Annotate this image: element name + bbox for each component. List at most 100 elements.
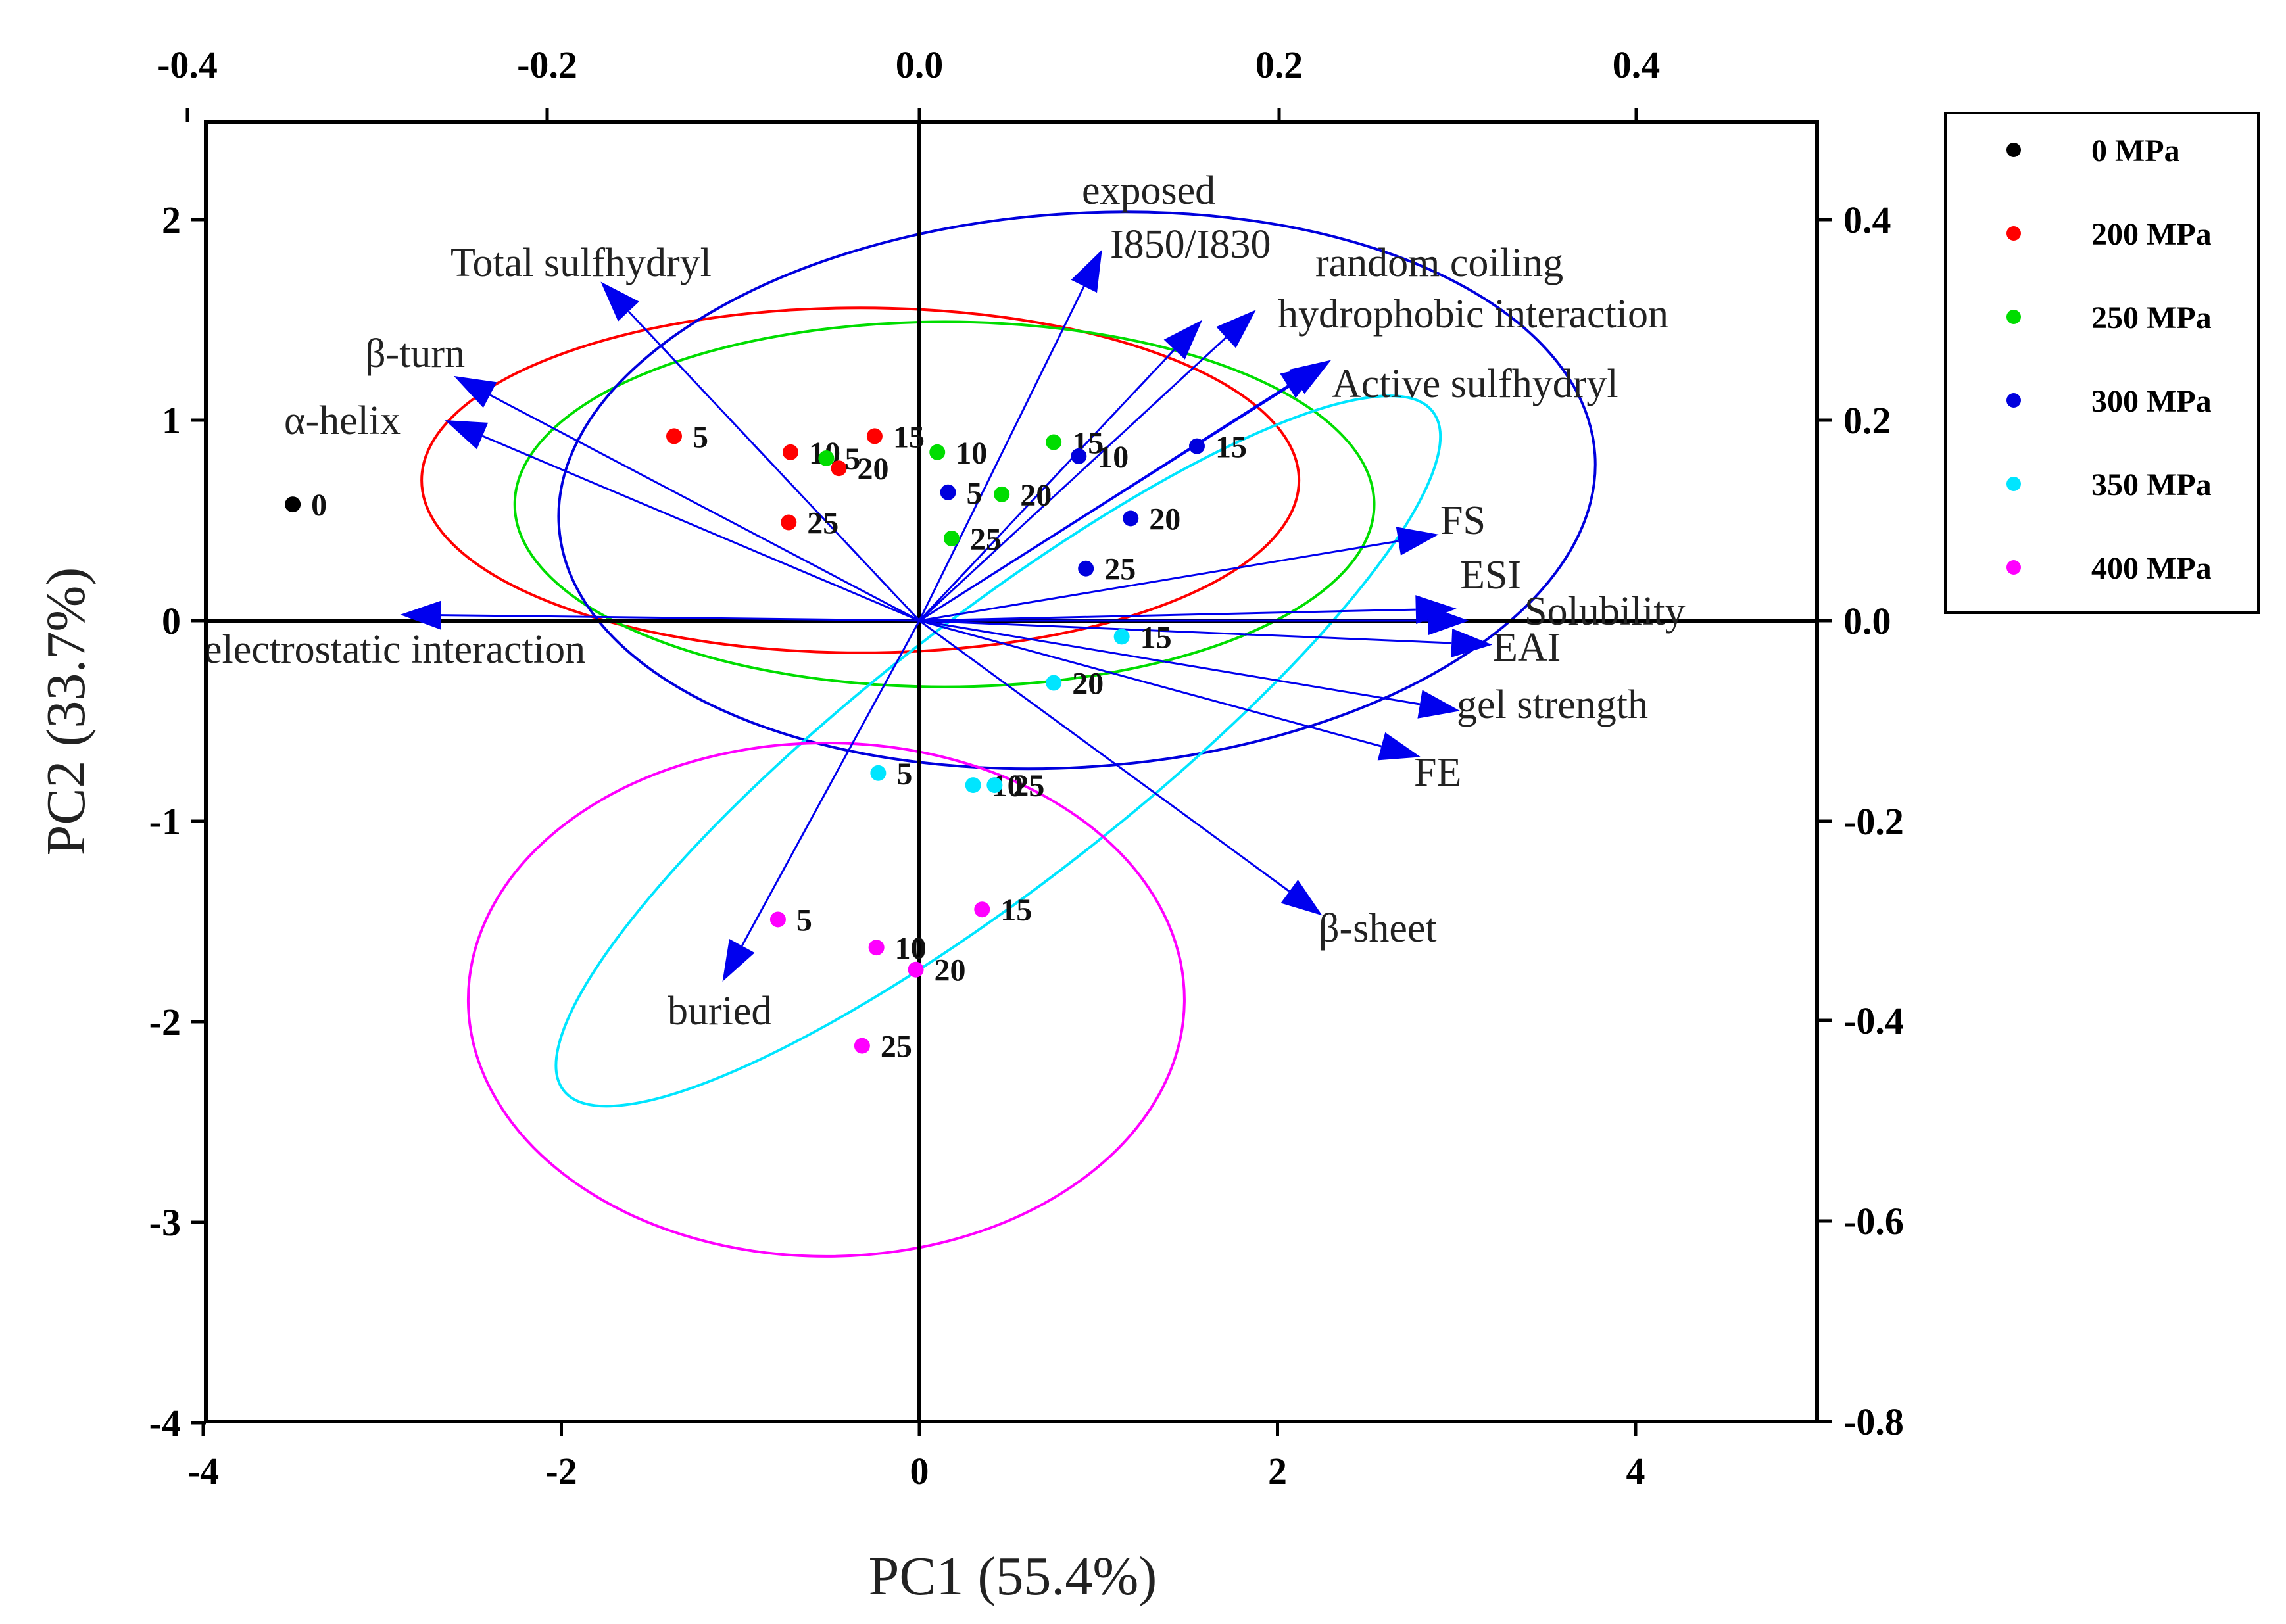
loading-arrowhead [400, 600, 441, 630]
point-label: 5 [844, 442, 860, 477]
point-label: 15 [1140, 620, 1172, 655]
loading-line [919, 619, 1421, 705]
legend-label: 250 MPa [2091, 300, 2212, 335]
loading-line [919, 381, 1298, 622]
y-tick-label: 2 [162, 199, 181, 241]
loading-label: exposed [1082, 168, 1215, 213]
y-tick-label: -4 [149, 1402, 181, 1445]
loading-line [919, 619, 1452, 644]
point [1078, 560, 1094, 577]
point-label: 10 [1097, 440, 1129, 475]
loading-label: electrostatic interaction [204, 627, 585, 672]
loading-label: FS [1440, 498, 1486, 543]
point-label: 0 [311, 488, 327, 523]
legend-entry: 400 MPa [2006, 551, 2212, 586]
point [1188, 438, 1205, 454]
point-label: 20 [857, 452, 888, 487]
ellipse-350-mpa [554, 394, 1442, 1108]
y-axis-title: PC2 (33.7%) [36, 567, 97, 856]
loading-random-coiling: random coiling [918, 241, 1563, 622]
loading-line [482, 435, 920, 622]
point [944, 530, 960, 546]
ellipse-400-mpa [466, 742, 1186, 1258]
point-label: 20 [1149, 502, 1180, 537]
loading-line [627, 310, 921, 622]
legend-label: 300 MPa [2091, 384, 2212, 419]
top-tick-label: 0.0 [896, 43, 944, 86]
top-tick-label: 0.2 [1255, 43, 1303, 86]
loading-label: β-sheet [1319, 906, 1437, 951]
point [1046, 434, 1062, 450]
loading-label: α-helix [284, 398, 401, 443]
top-tick-label: -0.2 [517, 43, 577, 86]
point-label: 15 [1215, 430, 1247, 465]
y-tick-label: -1 [149, 800, 181, 843]
point [870, 765, 887, 781]
loading-line [919, 608, 1416, 622]
point [818, 450, 835, 466]
point-label: 10 [956, 436, 987, 471]
loading-label: β-turn [365, 331, 465, 376]
x-tick-label: 4 [1626, 1450, 1645, 1493]
point [965, 777, 981, 794]
point-label: 5 [693, 419, 708, 454]
point-label: 25 [807, 506, 839, 541]
loading-line [918, 348, 1175, 622]
x-tick-label: -4 [187, 1450, 219, 1493]
plot-frame [204, 120, 1819, 1423]
y-tick-label: 0 [162, 600, 181, 642]
legend-label: 0 MPa [2091, 133, 2180, 168]
loading-arrowhead [1163, 320, 1203, 360]
point-label: 20 [1020, 478, 1052, 513]
right-tick-label: -0.8 [1843, 1400, 1904, 1443]
loading-arrowhead [1451, 629, 1493, 657]
point-label: 20 [1072, 667, 1104, 702]
loading-line [919, 540, 1399, 622]
legend: 0 MPa 200 MPa 250 MPa 300 MPa 350 MPa 400 MPa [1944, 112, 2260, 614]
legend-label: 200 MPa [2091, 217, 2212, 252]
legend-entry: 300 MPa [2006, 384, 2212, 419]
loading-label: gel strength [1457, 682, 1648, 727]
loading-line [918, 285, 1085, 621]
point [781, 514, 797, 531]
loading-label: buried [668, 989, 771, 1034]
series-400-mpa: 5 10 15 20 25 [769, 893, 1032, 1064]
point [1123, 510, 1139, 527]
point [866, 428, 883, 444]
loading-line [918, 337, 1227, 622]
loading-label: EAI [1493, 625, 1561, 670]
legend-marker [2006, 560, 2021, 575]
point-label: 25 [881, 1030, 912, 1064]
legend-box [1944, 112, 2260, 614]
loading-electrostatic-interaction: electrostatic interaction [204, 600, 920, 672]
point-label: 5 [796, 903, 812, 938]
loading-eai: EAI [919, 619, 1561, 670]
point-label: 5 [967, 476, 983, 511]
right-tick-label: 0.4 [1843, 199, 1891, 241]
ellipse-200-mpa [420, 306, 1301, 654]
loading-line [489, 394, 920, 622]
loading-line [441, 614, 920, 622]
ellipse-250-mpa [513, 320, 1376, 688]
loading-active-sulfhydryl: Active sulfhydryl [919, 360, 1618, 622]
point [994, 486, 1010, 502]
loading-exposed: exposed [918, 168, 1215, 621]
loading-line [919, 619, 1290, 892]
point [974, 901, 990, 918]
top-tick-label: -0.4 [157, 43, 218, 86]
point [986, 777, 1003, 794]
loading-fe: FE [919, 619, 1461, 795]
legend-marker [2006, 143, 2021, 157]
loading-label: I850/I830 [1110, 222, 1271, 267]
loading-arrowhead [1417, 690, 1461, 719]
loading-label: FE [1414, 750, 1461, 795]
loading-fs: FS [919, 498, 1486, 622]
loading-buried: buried [668, 620, 921, 1034]
axis-ticks: -4 -2 0 2 4 -4 -3 -2 -1 0 1 2 -0.4 -0.2 0.0 0.2 0.4 -0.8 -… [149, 43, 1904, 1493]
point-label: 25 [970, 522, 1002, 557]
legend-label: 350 MPa [2091, 467, 2212, 502]
loading-i850-i830: I850/I830 [918, 222, 1271, 622]
point [929, 444, 946, 460]
